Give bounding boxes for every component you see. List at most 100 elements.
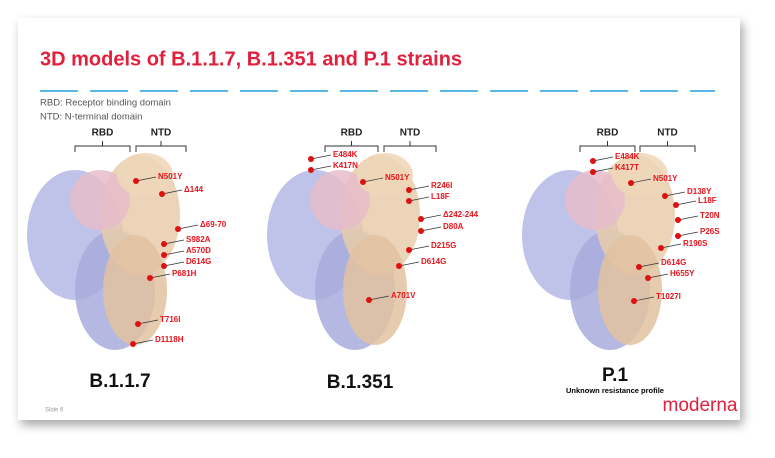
bracket bbox=[324, 141, 379, 152]
protein-blob bbox=[103, 235, 167, 345]
protein-blob bbox=[357, 153, 413, 197]
mutation-label: K417T bbox=[615, 163, 639, 172]
bracket bbox=[135, 141, 187, 152]
mutation-label: A701V bbox=[391, 291, 416, 300]
mutation-site bbox=[418, 228, 424, 234]
pointer bbox=[163, 250, 185, 256]
mutation-label: D138Y bbox=[687, 187, 712, 196]
mutation-label: D614G bbox=[661, 258, 686, 267]
pointer bbox=[647, 273, 669, 279]
protein-blob bbox=[598, 235, 662, 345]
mutation-site bbox=[406, 247, 412, 253]
pointer bbox=[163, 239, 185, 245]
bracket bbox=[74, 141, 131, 152]
title: 3D models of B.1.1.7, B.1.351 and P.1 st… bbox=[40, 48, 462, 70]
mutation-site bbox=[133, 178, 139, 184]
protein-blob bbox=[565, 170, 625, 230]
legend-ntd: NTD: N-terminal domain bbox=[40, 112, 142, 123]
pointer bbox=[408, 196, 430, 202]
pointer bbox=[177, 224, 199, 230]
pointer bbox=[132, 339, 154, 345]
mutation-label: Δ242-244 bbox=[443, 210, 479, 219]
mutation-site bbox=[159, 191, 165, 197]
pointer bbox=[420, 226, 442, 232]
mutation-label: N501Y bbox=[385, 173, 410, 182]
mutation-label: A570D bbox=[186, 246, 211, 255]
pointer bbox=[630, 178, 652, 184]
pointer bbox=[362, 177, 384, 183]
pointer bbox=[135, 176, 157, 182]
pointer bbox=[368, 295, 390, 301]
mutation-site bbox=[406, 187, 412, 193]
model-name: P.1 bbox=[602, 365, 629, 386]
pointer bbox=[638, 262, 660, 268]
mutation-site bbox=[161, 241, 167, 247]
mutation-site bbox=[675, 233, 681, 239]
mutation-site bbox=[675, 217, 681, 223]
mutation-site bbox=[360, 179, 366, 185]
mutation-site bbox=[590, 169, 596, 175]
pointer bbox=[408, 185, 430, 191]
mutation-label: D1118H bbox=[155, 335, 184, 344]
pointer bbox=[677, 215, 699, 221]
protein-blob bbox=[343, 235, 407, 345]
bracket-label: NTD bbox=[657, 128, 678, 139]
mutation-site bbox=[418, 216, 424, 222]
mutation-site bbox=[175, 226, 181, 232]
pointer bbox=[161, 189, 183, 195]
mutation-label: E484K bbox=[615, 152, 640, 161]
mutation-site bbox=[396, 263, 402, 269]
mutation-label: N501Y bbox=[158, 172, 183, 181]
pointer bbox=[675, 200, 697, 206]
slide-number: Slide 6 bbox=[45, 408, 64, 414]
bracket bbox=[639, 141, 696, 152]
pointer bbox=[310, 154, 332, 160]
model-name: B.1.351 bbox=[327, 372, 394, 393]
mutation-site bbox=[628, 180, 634, 186]
pointer bbox=[592, 167, 614, 173]
pointer bbox=[592, 156, 614, 162]
bracket-label: RBD bbox=[597, 128, 619, 139]
mutation-label: Δ144 bbox=[184, 185, 204, 194]
pointer bbox=[664, 191, 686, 197]
protein-blob bbox=[70, 170, 130, 230]
pointer bbox=[677, 231, 699, 237]
mutation-label: D80A bbox=[443, 222, 464, 231]
bracket bbox=[383, 141, 437, 152]
model-note: Unknown resistance profile bbox=[566, 386, 664, 395]
mutation-label: T1027I bbox=[656, 292, 681, 301]
mutation-site bbox=[673, 202, 679, 208]
mutation-label: L18F bbox=[698, 196, 717, 205]
pointer bbox=[137, 319, 159, 325]
model-name: B.1.1.7 bbox=[89, 371, 150, 392]
bracket-label: RBD bbox=[92, 128, 114, 139]
mutation-label: E484K bbox=[333, 150, 358, 159]
pointer bbox=[149, 273, 171, 279]
mutation-site bbox=[130, 341, 136, 347]
mutation-site bbox=[662, 193, 668, 199]
mutation-label: D614G bbox=[186, 257, 211, 266]
legend-rbd: RBD: Receptor binding domain bbox=[40, 98, 171, 109]
mutation-label: Δ69-70 bbox=[200, 220, 227, 229]
pointer bbox=[398, 261, 420, 267]
mutation-site bbox=[658, 245, 664, 251]
mutation-label: K417N bbox=[333, 161, 358, 170]
mutation-site bbox=[645, 275, 651, 281]
mutation-site bbox=[161, 263, 167, 269]
mutation-label: D614G bbox=[421, 257, 446, 266]
pointer bbox=[163, 261, 185, 267]
mutation-site bbox=[147, 275, 153, 281]
mutation-site bbox=[631, 298, 637, 304]
mutation-label: T20N bbox=[700, 211, 720, 220]
mutation-site bbox=[636, 264, 642, 270]
pointer bbox=[310, 165, 332, 171]
protein-blob bbox=[117, 153, 173, 197]
pointer bbox=[408, 245, 430, 251]
mutation-label: R190S bbox=[683, 239, 708, 248]
mutation-label: T716I bbox=[160, 315, 180, 324]
mutation-site bbox=[406, 198, 412, 204]
pointer bbox=[633, 296, 655, 302]
mutation-label: D215G bbox=[431, 241, 456, 250]
